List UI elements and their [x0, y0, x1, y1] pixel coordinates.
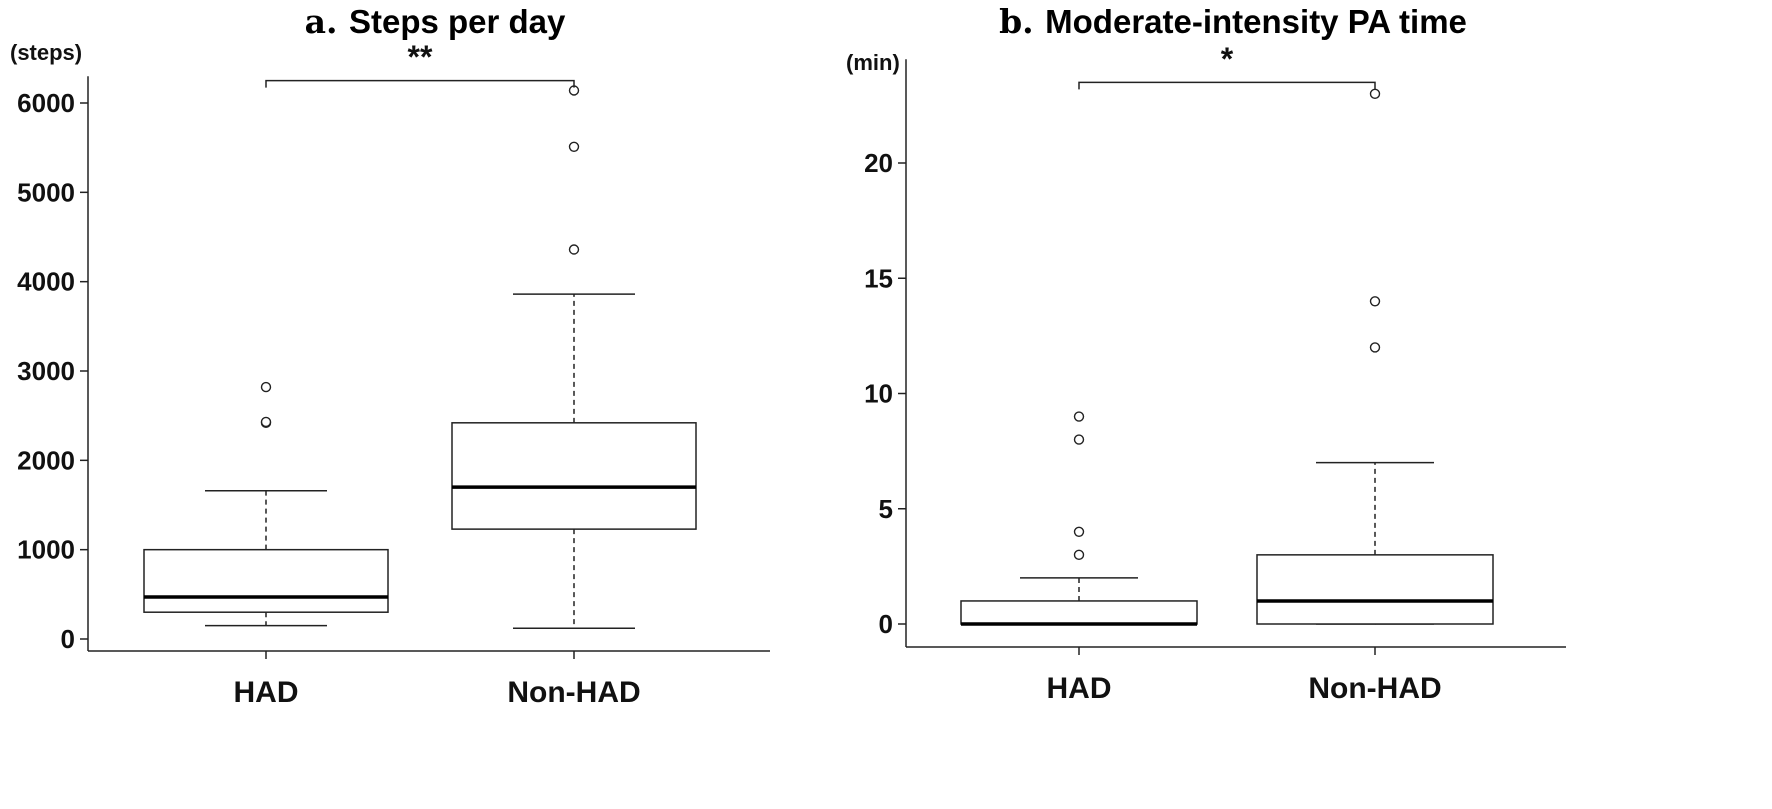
panel-b-y-tick-label: 0: [879, 609, 893, 639]
panel-b-box-had-outlier: [1073, 411, 1085, 422]
panel-a-box-had-iqr: [143, 548, 389, 613]
panel-a-category-label: HAD: [234, 676, 299, 709]
panel-a-y-tick-label: 6000: [17, 88, 75, 118]
panel-a-box-had: [143, 381, 389, 627]
panel-b-letter: b.: [999, 2, 1045, 41]
panel-b-box-had-outlier: [1073, 549, 1085, 561]
panel-a-box-non-had-outlier: [568, 141, 580, 152]
panel-a-box-non-had-outlier: [568, 244, 580, 255]
panel-a-significance-label: **: [408, 39, 433, 75]
panel-b-box-non-had-outlier: [1369, 296, 1381, 307]
panel-b: b. Moderate-intensity PA time (min) 0 5 10 15…: [846, 2, 1566, 705]
panel-b-box-non-had-outlier: [1369, 88, 1381, 100]
panel-a-category-label: Non-HAD: [507, 676, 640, 709]
panel-b-y-unit: (min): [846, 50, 900, 75]
panel-b-y-tick-label: 15: [864, 263, 893, 293]
panel-b-box-had-outlier: [1073, 434, 1085, 445]
panel-a-y-tick-label: 1000: [17, 535, 75, 565]
panel-a-letter: a.: [305, 2, 349, 41]
panel-b-title-text: Moderate-intensity PA time: [1045, 3, 1467, 40]
panel-b-y-tick-label: 20: [864, 148, 893, 178]
panel-a: a. Steps per day (steps) 0 1000 2000 3000 4000…: [10, 2, 770, 709]
panel-b-significance-bracket: [1078, 81, 1376, 90]
panel-a-y-tick-label: 5000: [17, 177, 75, 207]
panel-a-box-non-had-iqr: [451, 422, 697, 530]
panel-b-box-had-iqr: [960, 600, 1198, 625]
panel-b-title: b. Moderate-intensity PA time: [999, 2, 1467, 41]
panel-a-box-had-outlier: [260, 381, 272, 393]
panel-b-box-had-outlier: [1073, 526, 1085, 537]
panel-a-y-tick-label: 0: [61, 624, 75, 654]
panel-b-category-label: HAD: [1047, 672, 1112, 705]
panel-a-significance-bracket: [265, 79, 575, 88]
panel-b-box-non-had-iqr: [1256, 554, 1494, 625]
panel-b-box-had: [960, 411, 1198, 626]
panel-a-box-non-had: [451, 85, 697, 630]
panel-b-category-label: Non-HAD: [1308, 672, 1441, 705]
panel-b-y-tick-label: 5: [879, 494, 893, 524]
panel-a-box-had-outlier: [260, 416, 272, 428]
panel-a-y-unit: (steps): [10, 40, 82, 65]
panel-b-box-non-had: [1256, 88, 1494, 625]
panel-b-significance-label: *: [1221, 41, 1234, 77]
panel-a-title: a. Steps per day: [305, 2, 566, 41]
panel-b-y-tick-label: 10: [864, 379, 893, 409]
panel-b-box-non-had-outlier: [1369, 342, 1381, 353]
panel-a-y-tick-label: 3000: [17, 356, 75, 386]
panel-a-y-tick-label: 4000: [17, 267, 75, 297]
panel-a-title-text: Steps per day: [349, 3, 566, 40]
panel-a-y-tick-label: 2000: [17, 445, 75, 475]
